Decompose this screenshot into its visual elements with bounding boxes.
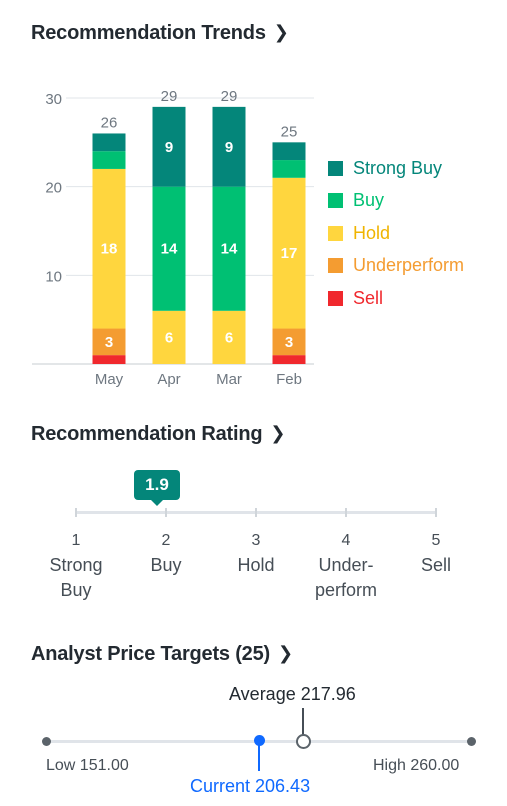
legend-label: Sell <box>353 287 384 308</box>
bar-segment <box>212 310 246 364</box>
low-marker <box>42 737 51 746</box>
y-tick-label: 20 <box>45 180 62 197</box>
legend-swatch <box>328 193 343 209</box>
x-tick-label: Mar <box>216 371 242 388</box>
bar-segment <box>152 310 186 364</box>
rating-scale-tick <box>75 508 77 517</box>
rating-scale-number: 2 <box>161 532 171 549</box>
bar-segment <box>272 328 306 356</box>
bar-total-label: 25 <box>281 123 298 140</box>
legend-label: Strong Buy <box>353 157 443 178</box>
legend-label: Buy <box>353 190 385 211</box>
bar-segment <box>212 106 246 187</box>
current-marker <box>254 735 265 746</box>
bar-segment <box>92 133 126 152</box>
legend-item[interactable]: Sell <box>328 282 464 315</box>
legend-swatch <box>328 160 343 176</box>
chevron-right-icon: ❯ <box>277 643 293 663</box>
rating-scale-number: 4 <box>341 532 351 549</box>
rating-scale-tick <box>255 508 257 517</box>
bar-data-label: 6 <box>165 329 173 346</box>
chevron-right-icon: ❯ <box>273 22 289 42</box>
rating-scale-label: 1 Strong Buy <box>36 528 116 603</box>
legend-item[interactable]: Hold <box>328 217 464 250</box>
current-connector <box>258 741 260 771</box>
price-targets-title: Analyst Price Targets (25) <box>31 643 270 665</box>
chevron-right-icon: ❯ <box>270 423 286 443</box>
chart-legend: Strong Buy Buy Hold Underperform Sell <box>328 152 464 315</box>
recommendation-trends-heading[interactable]: Recommendation Trends ❯ <box>31 22 289 45</box>
bar-total-label: 29 <box>161 88 178 105</box>
rating-scale-text: Sell <box>420 555 451 575</box>
legend-swatch <box>328 258 343 274</box>
rating-scale-text: Hold <box>237 555 275 575</box>
legend-item[interactable]: Underperform <box>328 250 464 283</box>
rating-scale-text: Buy <box>60 580 92 600</box>
rating-scale-label: 4 Under-perform <box>306 528 386 603</box>
current-price-label: Current 206.43 <box>190 776 311 796</box>
bar-segment <box>272 355 306 364</box>
rating-scale-text: perform <box>314 580 377 600</box>
low-price-label: Low 151.00 <box>46 757 129 774</box>
rating-badge-pointer <box>150 499 164 506</box>
rating-scale-text: Under- <box>318 555 374 575</box>
bar-segment <box>92 168 126 329</box>
rating-scale-text: Strong <box>49 555 103 575</box>
bar-data-label: 3 <box>105 334 113 351</box>
bar-data-label: 9 <box>225 139 233 156</box>
x-tick-label: Apr <box>157 371 180 388</box>
recommendation-rating-heading[interactable]: Recommendation Rating ❯ <box>31 423 285 446</box>
rating-scale-number: 1 <box>71 532 81 549</box>
bar-data-label: 9 <box>165 139 173 156</box>
y-tick-label: 10 <box>45 268 62 285</box>
rating-scale-label: 3 Hold <box>216 528 296 578</box>
legend-label: Underperform <box>353 255 465 276</box>
rating-scale-tick <box>165 508 167 517</box>
rating-value-badge: 1.9 <box>134 470 180 500</box>
rating-scale-number: 3 <box>251 532 261 549</box>
high-price-label: High 260.00 <box>373 757 460 774</box>
bar-segment <box>272 142 306 161</box>
bar-data-label: 18 <box>101 241 118 258</box>
rating-scale-number: 5 <box>431 532 441 549</box>
recommendation-trends-chart: 10 20 30 3 18 26 May 6 14 9 29 Apr 6 14 9 29 Mar 3 17 25 Feb <box>32 88 314 388</box>
legend-item[interactable]: Strong Buy <box>328 152 464 185</box>
legend-item[interactable]: Buy <box>328 185 464 218</box>
x-tick-label: May <box>95 371 124 388</box>
recommendation-rating-title: Recommendation Rating <box>31 423 263 445</box>
average-marker <box>296 734 311 749</box>
bar-data-label: 6 <box>225 329 233 346</box>
bar-data-label: 14 <box>161 241 178 258</box>
bar-segment <box>92 355 126 364</box>
average-connector <box>302 708 304 735</box>
price-targets-heading[interactable]: Analyst Price Targets (25) ❯ <box>31 643 293 666</box>
high-marker <box>467 737 476 746</box>
legend-swatch <box>328 225 343 241</box>
rating-scale-text: Buy <box>150 555 182 575</box>
bar-segment <box>212 186 246 311</box>
bar-segment <box>92 328 126 356</box>
y-tick-label: 30 <box>45 91 62 108</box>
bar-data-label: 17 <box>281 245 298 262</box>
rating-scale-label: 5 Sell <box>396 528 476 578</box>
rating-scale-tick <box>345 508 347 517</box>
bar-total-label: 29 <box>221 88 238 105</box>
bar-total-label: 26 <box>101 114 118 131</box>
bar-data-label: 3 <box>285 334 293 351</box>
bar-segment <box>152 106 186 187</box>
rating-scale-label: 2 Buy <box>126 528 206 578</box>
bar-data-label: 14 <box>221 241 238 258</box>
bar-segment <box>272 160 306 178</box>
bar-segment <box>92 151 126 169</box>
bar-segment <box>272 177 306 329</box>
legend-swatch <box>328 290 343 306</box>
x-tick-label: Feb <box>276 371 302 388</box>
rating-scale-tick <box>435 508 437 517</box>
average-price-label: Average 217.96 <box>229 684 356 704</box>
recommendation-trends-title: Recommendation Trends <box>31 22 266 44</box>
bar-segment <box>152 186 186 311</box>
legend-label: Hold <box>353 222 391 243</box>
